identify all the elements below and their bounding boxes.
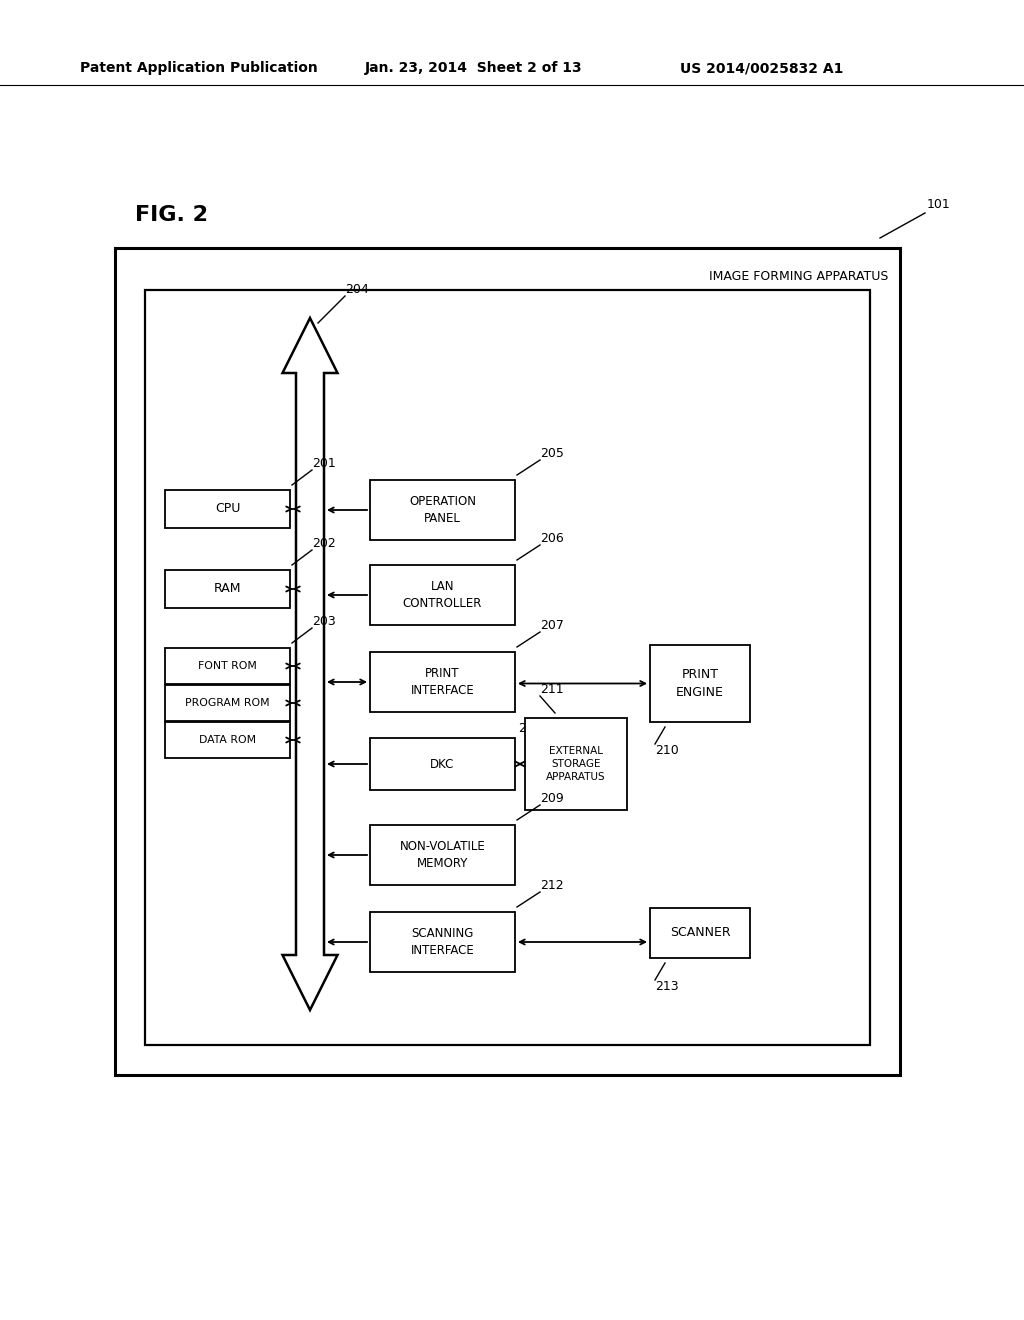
- Bar: [165, 490, 290, 528]
- Text: EXTERNAL
STORAGE
APPARATUS: EXTERNAL STORAGE APPARATUS: [546, 746, 606, 783]
- Text: OPERATION
PANEL: OPERATION PANEL: [409, 495, 476, 525]
- Text: FONT ROM: FONT ROM: [198, 661, 257, 671]
- Bar: [370, 738, 515, 789]
- Text: 205: 205: [540, 447, 564, 459]
- Text: SCANNING
INTERFACE: SCANNING INTERFACE: [411, 927, 474, 957]
- Bar: [370, 912, 515, 972]
- Text: DATA ROM: DATA ROM: [199, 735, 256, 744]
- Text: LAN
CONTROLLER: LAN CONTROLLER: [402, 579, 482, 610]
- Bar: [370, 565, 515, 624]
- Text: 207: 207: [540, 619, 564, 632]
- Bar: [370, 652, 515, 711]
- Text: PRINT
INTERFACE: PRINT INTERFACE: [411, 667, 474, 697]
- Text: IMAGE FORMING APPARATUS: IMAGE FORMING APPARATUS: [709, 269, 888, 282]
- Text: 209: 209: [540, 792, 564, 805]
- Text: 203: 203: [312, 615, 336, 628]
- Text: 213: 213: [655, 979, 679, 993]
- Text: US 2014/0025832 A1: US 2014/0025832 A1: [680, 61, 844, 75]
- Text: 206: 206: [540, 532, 564, 545]
- Bar: [650, 645, 750, 722]
- Text: 101: 101: [927, 198, 950, 211]
- Text: 202: 202: [312, 537, 336, 550]
- Text: PRINT
ENGINE: PRINT ENGINE: [676, 668, 724, 698]
- Bar: [165, 722, 290, 758]
- Text: RAM: RAM: [214, 582, 242, 595]
- Text: CPU: CPU: [215, 503, 241, 516]
- Text: FIG. 2: FIG. 2: [135, 205, 208, 224]
- Bar: [165, 648, 290, 684]
- Text: 204: 204: [345, 282, 369, 296]
- Bar: [650, 908, 750, 958]
- Text: 212: 212: [540, 879, 563, 892]
- Bar: [525, 718, 627, 810]
- Bar: [370, 480, 515, 540]
- Bar: [370, 825, 515, 884]
- Text: 201: 201: [312, 457, 336, 470]
- Text: 210: 210: [655, 744, 679, 756]
- Bar: [165, 570, 290, 609]
- Text: Patent Application Publication: Patent Application Publication: [80, 61, 317, 75]
- Text: 208: 208: [518, 722, 542, 735]
- Text: Jan. 23, 2014  Sheet 2 of 13: Jan. 23, 2014 Sheet 2 of 13: [365, 61, 583, 75]
- Text: NON-VOLATILE
MEMORY: NON-VOLATILE MEMORY: [399, 840, 485, 870]
- Bar: [165, 685, 290, 721]
- Bar: [115, 248, 900, 1074]
- Text: 211: 211: [540, 682, 563, 696]
- Bar: [145, 290, 870, 1045]
- Text: SCANNER: SCANNER: [670, 927, 730, 940]
- Polygon shape: [283, 318, 338, 1010]
- Text: PROGRAM ROM: PROGRAM ROM: [185, 698, 269, 708]
- Text: DKC: DKC: [430, 758, 455, 771]
